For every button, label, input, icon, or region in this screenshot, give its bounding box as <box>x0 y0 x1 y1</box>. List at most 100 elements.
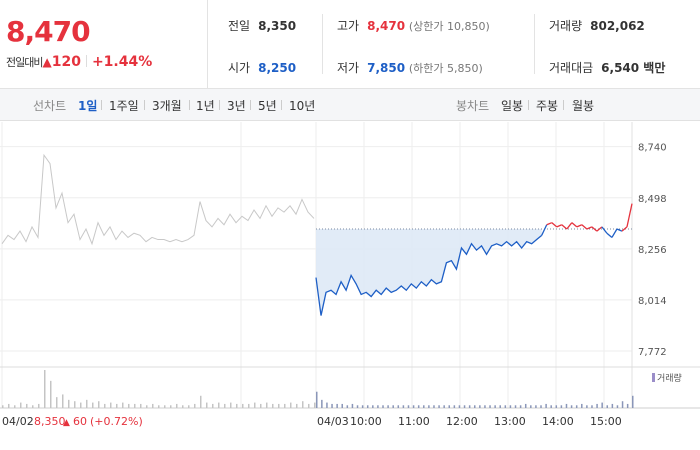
volume-bar <box>387 405 389 408</box>
today-line-segment <box>626 203 633 228</box>
volume-bar <box>212 403 214 408</box>
volume-bar <box>200 395 202 408</box>
volume-bar <box>407 405 410 408</box>
volume-bar <box>272 403 274 408</box>
volume-bar <box>524 403 527 408</box>
volume-bar <box>134 403 136 408</box>
volume-bar <box>278 403 280 408</box>
x-tick-label: 13:00 <box>494 415 526 428</box>
period-5y-button[interactable]: 5년 <box>258 99 277 113</box>
volume-bar <box>575 405 578 408</box>
volume-bar <box>122 402 124 408</box>
divider <box>144 100 145 110</box>
volume-bar <box>509 405 512 408</box>
chart-grid <box>0 122 700 450</box>
volume-bar <box>586 405 588 408</box>
today-line-segment <box>596 226 603 232</box>
x-tick-label: 11:00 <box>398 415 430 428</box>
volume-bar <box>417 405 420 408</box>
today-line-segment <box>551 222 558 228</box>
volume-bar <box>92 402 94 408</box>
prev-day-percent: (+0.72%) <box>90 415 143 428</box>
volume-bar <box>50 380 52 408</box>
volume-bar <box>632 395 634 408</box>
period-10y-button[interactable]: 10년 <box>289 99 316 113</box>
upper-limit-note: (상한가 10,850) <box>408 20 490 33</box>
volume-bar <box>591 405 593 408</box>
volume-bar <box>128 403 130 408</box>
y-tick-label: 8,498 <box>638 194 667 205</box>
volume-bar <box>438 405 440 408</box>
volume-bar <box>44 370 46 408</box>
volume-bar <box>463 405 466 408</box>
prev-day-price: 8,350 <box>34 415 66 428</box>
period-1d-button[interactable]: 1일 <box>78 99 98 113</box>
volume-bar <box>361 405 364 408</box>
divider <box>534 14 535 74</box>
candle-daily-button[interactable]: 일봉 <box>501 99 524 113</box>
volume-bar <box>479 405 481 408</box>
volume-bar <box>499 405 501 408</box>
today-line-segment <box>621 226 628 232</box>
volume-bar <box>302 401 304 408</box>
price-chart[interactable]: 7,772 8,014 8,256 8,498 8,740 04/03 10:00 11:0… <box>0 122 700 450</box>
volume-bar <box>596 403 598 408</box>
divider <box>219 100 220 110</box>
volume-bar <box>540 405 542 408</box>
divider <box>528 100 529 110</box>
volume-bar <box>2 405 4 408</box>
chart-toolbar: 선차트 1일 1주일 3개월 1년 3년 5년 10년 봉차트 일봉 주봉 월봉 <box>0 89 700 121</box>
stat-value: 7,850 <box>367 61 406 75</box>
stat-label: 저가 <box>337 61 360 75</box>
x-tick-label: 04/03 <box>317 415 349 428</box>
volume-bar <box>504 405 507 408</box>
today-line-segment <box>591 226 598 232</box>
candle-weekly-button[interactable]: 주봉 <box>536 99 559 113</box>
volume-bar <box>290 402 292 408</box>
change-percent: +1.44% <box>91 54 153 70</box>
volume-bar <box>74 401 76 408</box>
up-triangle-icon: ▲ <box>63 418 70 428</box>
volume-bar <box>260 403 262 408</box>
stat-value: 8,250 <box>258 61 297 75</box>
volume-bar <box>621 401 624 408</box>
volume-bar <box>8 403 10 408</box>
stat-label: 거래량 <box>549 19 583 33</box>
volume-bar <box>560 405 563 408</box>
period-3m-button[interactable]: 3개월 <box>152 99 182 113</box>
volume-bar <box>56 397 58 408</box>
volume-bar <box>433 405 435 408</box>
period-1y-button[interactable]: 1년 <box>196 99 215 113</box>
volume-bar <box>188 405 190 408</box>
x-tick-label: 12:00 <box>446 415 478 428</box>
volume-bar <box>308 403 310 408</box>
x-axis-labels: 04/03 10:00 11:00 12:00 13:00 14:00 15:00 <box>317 415 622 428</box>
today-line-segment <box>566 222 573 230</box>
volume-bar <box>86 399 88 408</box>
line-chart-label: 선차트 <box>33 99 67 113</box>
stat-open: 시가 8,250 <box>228 59 296 76</box>
volume-bar <box>535 405 537 408</box>
x-tick-label: 15:00 <box>590 415 622 428</box>
period-1w-button[interactable]: 1주일 <box>109 99 139 113</box>
volume-bar <box>555 405 558 408</box>
volume-bar <box>266 402 268 408</box>
volume-bar <box>176 403 178 408</box>
volume-bar <box>68 399 70 408</box>
period-3y-button[interactable]: 3년 <box>227 99 246 113</box>
volume-bar <box>206 402 208 408</box>
volume-bar <box>230 402 232 408</box>
below-baseline-fill <box>316 229 542 316</box>
candle-monthly-button[interactable]: 월봉 <box>572 99 595 113</box>
volume-bar <box>453 405 456 408</box>
today-line-segment <box>581 224 588 230</box>
volume-bar <box>366 405 369 408</box>
volume-bar <box>489 405 491 408</box>
today-line-segment <box>601 226 608 234</box>
volume-bar <box>382 405 384 408</box>
prev-day-date: 04/02 <box>2 415 34 428</box>
volume-bar <box>146 405 148 408</box>
volume-bar <box>448 405 451 408</box>
volume-bar <box>372 405 374 408</box>
volume-bar <box>336 403 338 408</box>
